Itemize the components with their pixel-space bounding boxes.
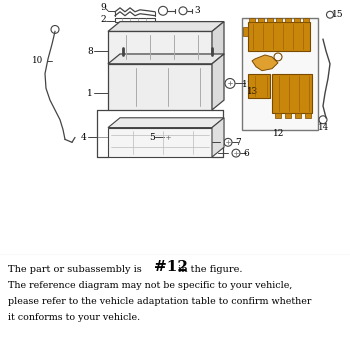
Bar [305, 113, 311, 118]
Text: 4: 4 [81, 133, 87, 142]
Text: 6: 6 [243, 149, 249, 158]
Text: 3: 3 [194, 6, 200, 15]
Polygon shape [108, 22, 224, 31]
Text: The reference diagram may not be specific to your vehicle,: The reference diagram may not be specifi… [8, 281, 292, 290]
Polygon shape [212, 54, 224, 110]
Text: 1: 1 [87, 89, 93, 98]
Bar [267, 18, 273, 22]
Polygon shape [212, 118, 224, 157]
Bar [295, 113, 301, 118]
Polygon shape [243, 26, 248, 36]
Bar [242, 18, 318, 129]
Text: in the figure.: in the figure. [175, 265, 243, 274]
Text: 12: 12 [273, 129, 285, 138]
Polygon shape [108, 54, 224, 64]
Bar [276, 18, 282, 22]
Bar [248, 74, 270, 98]
Bar [108, 31, 212, 64]
Bar [108, 64, 212, 110]
Bar [108, 128, 212, 157]
Text: 5: 5 [149, 133, 155, 142]
Polygon shape [108, 118, 224, 128]
Polygon shape [212, 22, 224, 64]
Bar [272, 74, 312, 113]
Text: 2: 2 [100, 15, 106, 24]
Text: 15: 15 [332, 10, 344, 19]
Bar [275, 113, 281, 118]
Text: 13: 13 [246, 87, 258, 96]
Bar [249, 18, 255, 22]
Bar [294, 18, 300, 22]
Text: 7: 7 [235, 138, 241, 147]
Text: it conforms to your vehicle.: it conforms to your vehicle. [8, 313, 140, 322]
Bar [285, 18, 291, 22]
Text: please refer to the vehicle adaptation table to confirm whether: please refer to the vehicle adaptation t… [8, 297, 312, 306]
Text: 11: 11 [242, 80, 254, 89]
Text: 14: 14 [317, 123, 329, 132]
Text: 10: 10 [32, 56, 44, 65]
Bar [303, 18, 309, 22]
Bar [248, 22, 310, 51]
Text: The part or subassembly is: The part or subassembly is [8, 265, 145, 274]
Bar [258, 18, 264, 22]
Polygon shape [252, 55, 278, 71]
Bar [285, 113, 291, 118]
Text: 8: 8 [87, 47, 93, 55]
Text: #12: #12 [154, 260, 188, 274]
Text: 9: 9 [100, 3, 106, 13]
